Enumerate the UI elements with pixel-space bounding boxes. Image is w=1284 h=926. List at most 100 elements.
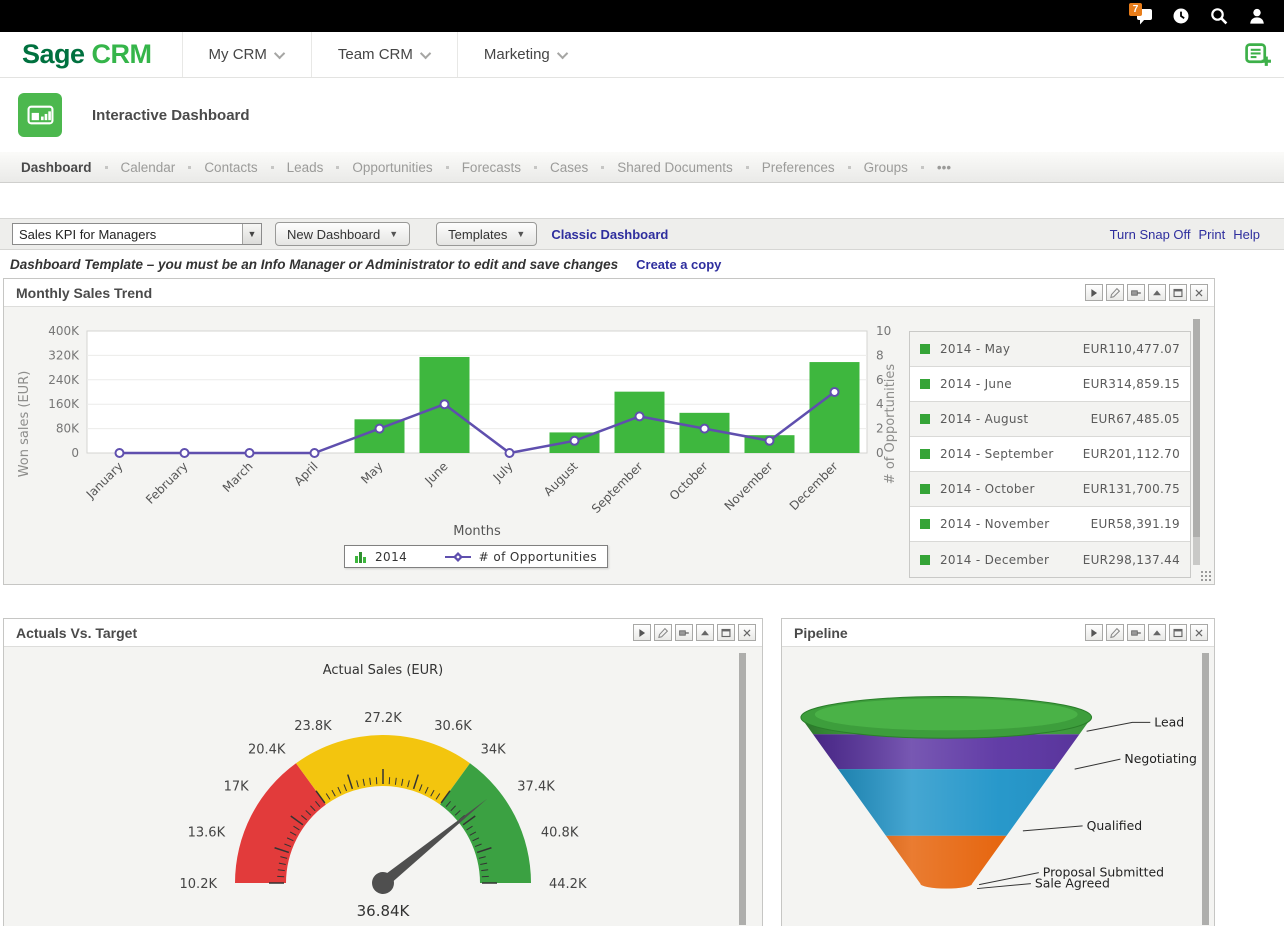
panel-button-group [633,624,756,641]
combo-chart-block: 400K 320K 240K 160K 80K 0 10 8 6 4 2 0 January Februa… [12,317,907,578]
spacer [0,183,1284,218]
legend-table-row[interactable]: 2014 - May EUR110,477.07 [910,332,1190,367]
tab-forecasts[interactable]: Forecasts [461,159,521,175]
edit-panel-button[interactable] [654,624,672,641]
svg-text:160K: 160K [48,397,80,411]
legend-series-label: # of Opportunities [478,549,597,564]
maximize-panel-button[interactable] [717,624,735,641]
legend-table-row[interactable]: 2014 - October EUR131,700.75 [910,472,1190,507]
collapse-panel-button[interactable] [1148,284,1166,301]
resize-grip[interactable] [1200,570,1212,582]
tab-leads[interactable]: Leads [286,159,324,175]
scrollbar-thumb[interactable] [1202,653,1209,925]
nav-my-crm[interactable]: My CRM [181,32,311,77]
svg-text:April: April [291,459,320,488]
help-link[interactable]: Help [1233,226,1260,242]
recent-button[interactable] [1166,2,1196,30]
svg-text:March: March [220,459,256,495]
tab-separator [188,165,192,169]
edit-panel-button[interactable] [1106,284,1124,301]
scrollbar-thumb[interactable] [1193,319,1200,537]
legend-table-row[interactable]: 2014 - August EUR67,485.05 [910,402,1190,437]
panel-scrollbar[interactable] [739,653,746,925]
legend-table-row[interactable]: 2014 - November EUR58,391.19 [910,507,1190,542]
maximize-icon [721,628,731,637]
tab-separator [601,165,605,169]
tabbar: Dashboard Calendar Contacts Leads Opportunit… [0,152,1284,183]
svg-text:27.2K: 27.2K [364,711,402,726]
tab-contacts[interactable]: Contacts [204,159,258,175]
edit-panel-button[interactable] [1106,624,1124,641]
collapse-panel-button[interactable] [696,624,714,641]
scrollbar-thumb-end[interactable] [1193,537,1200,565]
series-legend-table: 2014 - May EUR110,477.07 2014 - June EUR314… [909,331,1191,578]
svg-text:10: 10 [876,324,891,338]
tab-opportunities[interactable]: Opportunities [352,159,433,175]
scrollbar-thumb[interactable] [739,653,746,925]
tab-calendar[interactable]: Calendar [120,159,176,175]
svg-text:October: October [667,459,711,503]
create-a-copy-link[interactable]: Create a copy [636,256,722,272]
svg-text:September: September [589,459,646,516]
close-panel-button[interactable] [738,624,756,641]
svg-text:4: 4 [876,397,884,411]
legend-table-row[interactable]: 2014 - December EUR298,137.44 [910,542,1190,577]
templates-button[interactable]: Templates ▼ [436,222,538,246]
collapse-icon [701,629,709,635]
new-entry-button[interactable] [1244,32,1272,77]
pin-panel-button[interactable] [1127,284,1145,301]
panel-button-group [1085,624,1208,641]
pin-icon [1131,629,1141,636]
legend-series-bar[interactable]: 2014 [355,550,407,564]
tab-separator [445,165,449,169]
legend-table-row[interactable]: 2014 - September EUR201,112.70 [910,437,1190,472]
pin-panel-button[interactable] [675,624,693,641]
primary-nav: My CRM Team CRM Marketing [181,32,594,77]
nav-team-crm[interactable]: Team CRM [310,32,457,77]
tab-more[interactable]: ••• [936,159,952,175]
maximize-panel-button[interactable] [1169,284,1187,301]
run-panel-button[interactable] [633,624,651,641]
classic-dashboard-link[interactable]: Classic Dashboard [551,226,669,242]
svg-text:20.4K: 20.4K [248,743,286,758]
select-dropdown-arrow[interactable]: ▼ [242,224,261,244]
run-panel-button[interactable] [1085,284,1103,301]
legend-row-label: 2014 - September [940,447,1054,461]
close-panel-button[interactable] [1190,624,1208,641]
pin-panel-button[interactable] [1127,624,1145,641]
run-panel-button[interactable] [1085,624,1103,641]
tab-preferences[interactable]: Preferences [761,159,835,175]
logo-crm: CRM [91,39,153,69]
svg-text:10.2K: 10.2K [180,877,218,892]
collapse-panel-button[interactable] [1148,624,1166,641]
dashboard-select[interactable]: Sales KPI for Managers ▼ [12,223,262,245]
svg-text:Sale Agreed: Sale Agreed [1035,876,1110,891]
legend-row-value: EUR67,485.05 [1090,412,1180,426]
tab-shared-documents[interactable]: Shared Documents [617,159,733,175]
tab-groups[interactable]: Groups [863,159,908,175]
svg-text:Lead: Lead [1154,714,1184,729]
notifications-button[interactable]: 7 [1128,2,1158,30]
print-link[interactable]: Print [1198,226,1226,242]
panel-scrollbar[interactable] [1202,653,1209,925]
sage-crm-logo[interactable]: Sage CRM [0,32,182,77]
tab-dashboard[interactable]: Dashboard [21,159,92,175]
series-swatch [920,344,930,354]
legend-row-value: EUR58,391.19 [1090,517,1180,531]
chevron-down-icon [419,47,432,59]
add-note-icon [1245,42,1271,66]
search-button[interactable] [1204,2,1234,30]
nav-marketing[interactable]: Marketing [456,32,594,77]
edit-icon [658,627,669,638]
close-panel-button[interactable] [1190,284,1208,301]
tab-cases[interactable]: Cases [549,159,589,175]
maximize-panel-button[interactable] [1169,624,1187,641]
svg-text:240K: 240K [48,373,80,387]
svg-text:# of Opportunities: # of Opportunities [883,364,898,485]
legend-series-line[interactable]: # of Opportunities [444,549,597,564]
new-dashboard-button[interactable]: New Dashboard ▼ [275,222,411,246]
turn-snap-off-link[interactable]: Turn Snap Off [1109,226,1191,242]
legend-table-row[interactable]: 2014 - June EUR314,859.15 [910,367,1190,402]
panel-scrollbar[interactable] [1193,319,1200,571]
profile-button[interactable] [1242,2,1272,30]
